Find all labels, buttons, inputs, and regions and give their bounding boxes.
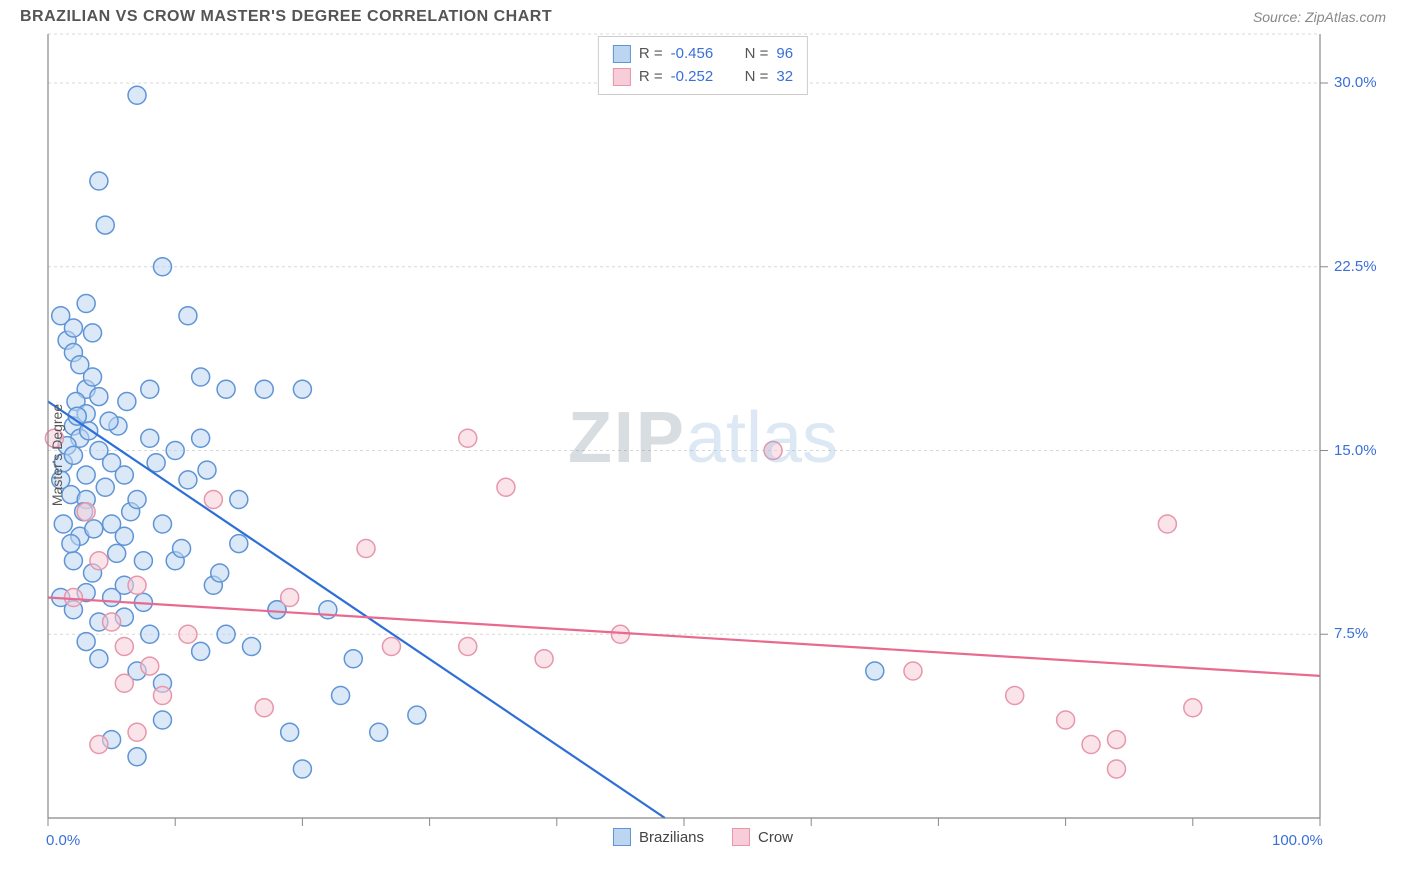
corr-r-value: -0.252 (671, 66, 727, 89)
legend-swatch (613, 828, 631, 846)
series-legend: Brazilians Crow (613, 828, 793, 846)
legend-item-crow: Crow (732, 828, 793, 846)
chart-title: BRAZILIAN VS CROW MASTER'S DEGREE CORREL… (20, 8, 552, 26)
legend-item-brazilians: Brazilians (613, 828, 704, 846)
corr-r-label: R = (639, 43, 663, 66)
legend-swatch (732, 828, 750, 846)
y-axis-label: Master's Degree (49, 404, 65, 506)
corr-legend-row-brazilians: R = -0.456 N = 96 (613, 43, 793, 66)
y-tick-label: 7.5% (1334, 625, 1368, 642)
scatter-chart-svg (0, 30, 1406, 880)
legend-label: Brazilians (639, 829, 704, 846)
source-name: ZipAtlas.com (1305, 9, 1386, 25)
legend-swatch (613, 45, 631, 63)
legend-label: Crow (758, 829, 793, 846)
correlation-legend: R = -0.456 N = 96 R = -0.252 N = 32 (598, 36, 808, 95)
corr-n-value: 32 (776, 66, 793, 89)
y-tick-label: 30.0% (1334, 74, 1377, 91)
x-axis-min-label: 0.0% (46, 832, 80, 849)
legend-swatch (613, 68, 631, 86)
x-axis-max-label: 100.0% (1272, 832, 1323, 849)
y-tick-label: 22.5% (1334, 258, 1377, 275)
corr-legend-row-crow: R = -0.252 N = 32 (613, 66, 793, 89)
chart-source: Source: ZipAtlas.com (1253, 9, 1386, 25)
chart-header: BRAZILIAN VS CROW MASTER'S DEGREE CORREL… (0, 0, 1406, 30)
source-prefix: Source: (1253, 9, 1305, 25)
corr-n-value: 96 (776, 43, 793, 66)
y-tick-label: 15.0% (1334, 442, 1377, 459)
corr-n-label: N = (745, 43, 769, 66)
chart-area: Master's Degree ZIPatlas R =-0.456N =96R… (0, 30, 1406, 880)
corr-r-label: R = (639, 66, 663, 89)
corr-n-label: N = (745, 66, 769, 89)
corr-r-value: -0.456 (671, 43, 727, 66)
